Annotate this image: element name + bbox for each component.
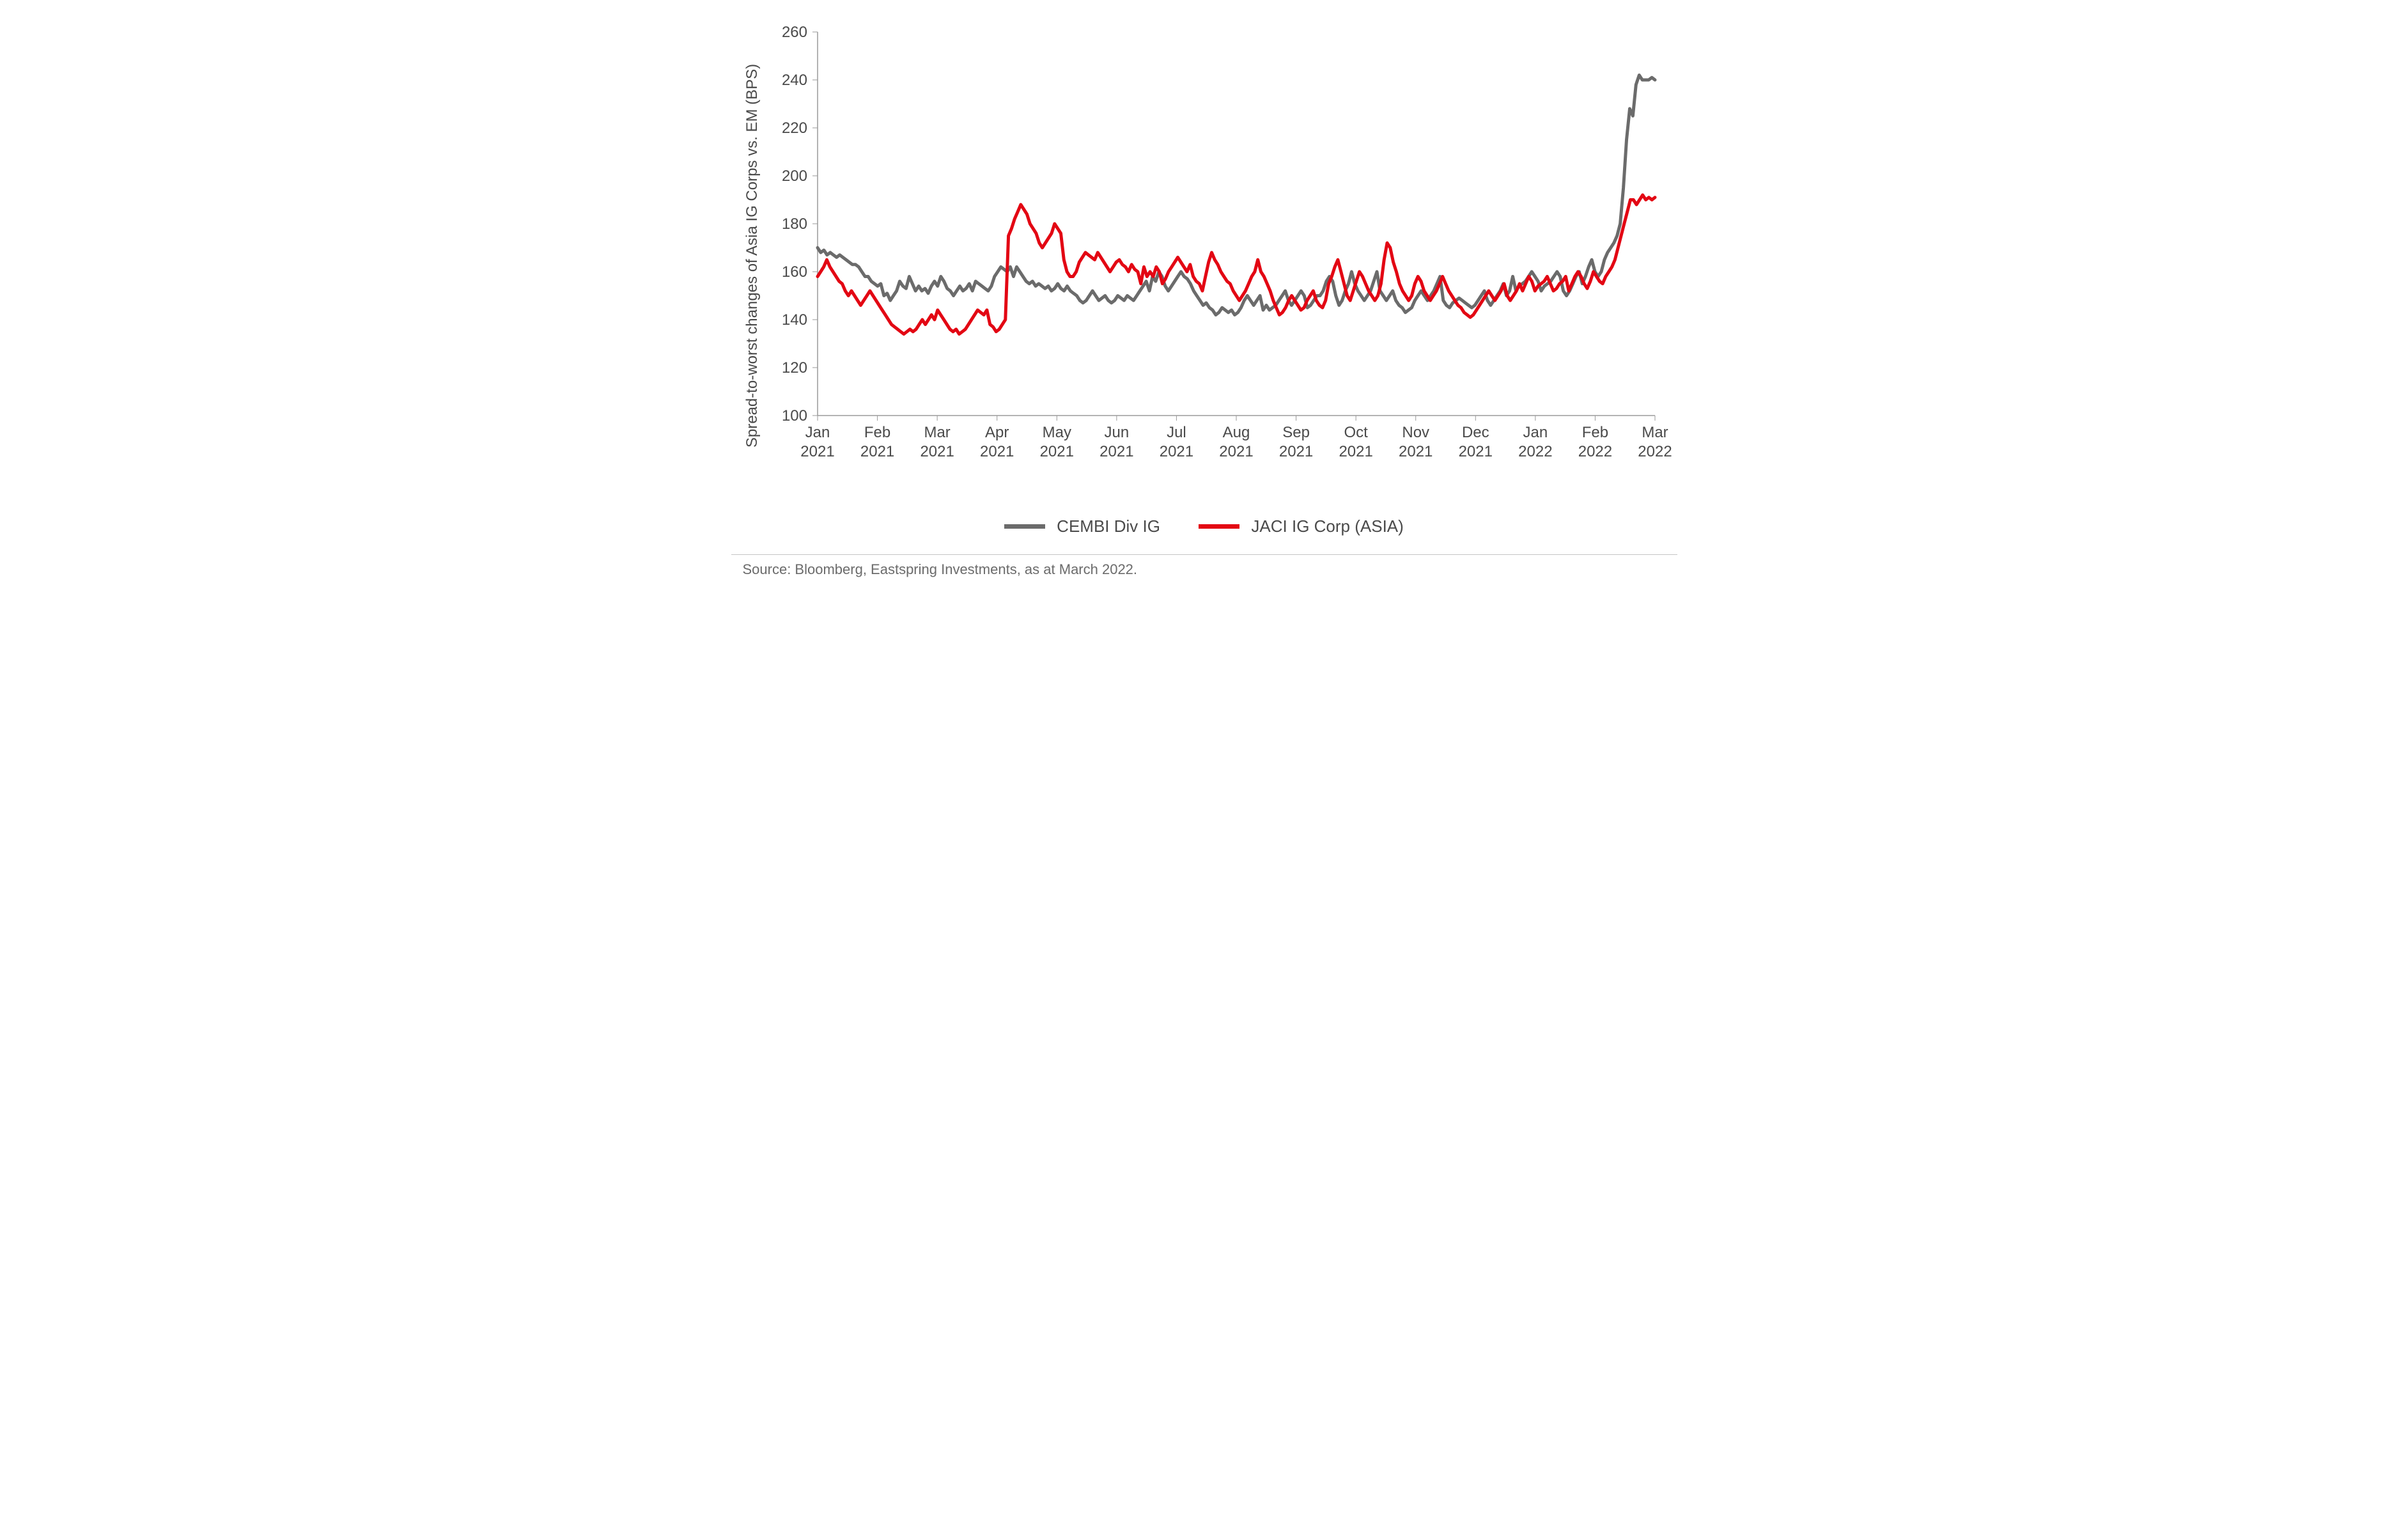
svg-text:200: 200 — [781, 167, 807, 185]
svg-text:Aug: Aug — [1222, 424, 1250, 441]
svg-text:May: May — [1042, 424, 1071, 441]
source-text: Source: Bloomberg, Eastspring Investment… — [731, 561, 1677, 591]
svg-text:2021: 2021 — [1219, 443, 1253, 460]
svg-text:Feb: Feb — [864, 424, 890, 441]
svg-text:Jul: Jul — [1167, 424, 1186, 441]
svg-text:100: 100 — [781, 407, 807, 424]
svg-text:2021: 2021 — [1278, 443, 1312, 460]
legend-item-cembi: CEMBI Div IG — [1004, 517, 1160, 536]
legend-swatch-jaci — [1199, 524, 1239, 529]
svg-text:2021: 2021 — [980, 443, 1014, 460]
svg-text:2021: 2021 — [1039, 443, 1073, 460]
svg-text:2021: 2021 — [800, 443, 834, 460]
svg-text:Mar: Mar — [924, 424, 950, 441]
svg-text:Oct: Oct — [1344, 424, 1368, 441]
svg-text:2021: 2021 — [920, 443, 954, 460]
svg-text:Jan: Jan — [1523, 424, 1548, 441]
svg-text:Feb: Feb — [1581, 424, 1608, 441]
svg-text:Spread-to-worst changes of Asi: Spread-to-worst changes of Asia IG Corps… — [743, 64, 761, 448]
footer-divider — [731, 554, 1677, 555]
line-chart: 100 120 140 160 180 200 220 240 260 Jan 2021 Feb 202… — [731, 6, 1677, 505]
svg-text:2022: 2022 — [1518, 443, 1552, 460]
svg-text:180: 180 — [781, 215, 807, 233]
svg-text:2021: 2021 — [1399, 443, 1433, 460]
legend-label: CEMBI Div IG — [1057, 517, 1160, 536]
svg-text:2021: 2021 — [860, 443, 894, 460]
svg-text:Mar: Mar — [1642, 424, 1668, 441]
svg-text:260: 260 — [781, 24, 807, 41]
chart-svg: 100 120 140 160 180 200 220 240 260 Jan 2021 Feb 202… — [731, 6, 1677, 505]
svg-text:2021: 2021 — [1159, 443, 1193, 460]
legend-item-jaci: JACI IG Corp (ASIA) — [1199, 517, 1403, 536]
legend-label: JACI IG Corp (ASIA) — [1251, 517, 1403, 536]
svg-text:160: 160 — [781, 263, 807, 281]
svg-text:2021: 2021 — [1458, 443, 1492, 460]
svg-text:Jun: Jun — [1104, 424, 1129, 441]
svg-text:220: 220 — [781, 120, 807, 137]
svg-text:2022: 2022 — [1578, 443, 1612, 460]
legend: CEMBI Div IG JACI IG Corp (ASIA) — [731, 505, 1677, 536]
svg-text:140: 140 — [781, 311, 807, 329]
svg-text:Nov: Nov — [1402, 424, 1429, 441]
svg-text:Jan: Jan — [805, 424, 830, 441]
svg-text:2021: 2021 — [1339, 443, 1372, 460]
svg-text:Sep: Sep — [1282, 424, 1310, 441]
svg-text:Apr: Apr — [985, 424, 1009, 441]
svg-text:2021: 2021 — [1099, 443, 1133, 460]
chart-container: 100 120 140 160 180 200 220 240 260 Jan 2021 Feb 202… — [731, 0, 1677, 591]
svg-text:240: 240 — [781, 72, 807, 89]
legend-swatch-cembi — [1004, 524, 1045, 529]
svg-text:120: 120 — [781, 359, 807, 377]
svg-text:2022: 2022 — [1638, 443, 1672, 460]
svg-text:Dec: Dec — [1461, 424, 1489, 441]
